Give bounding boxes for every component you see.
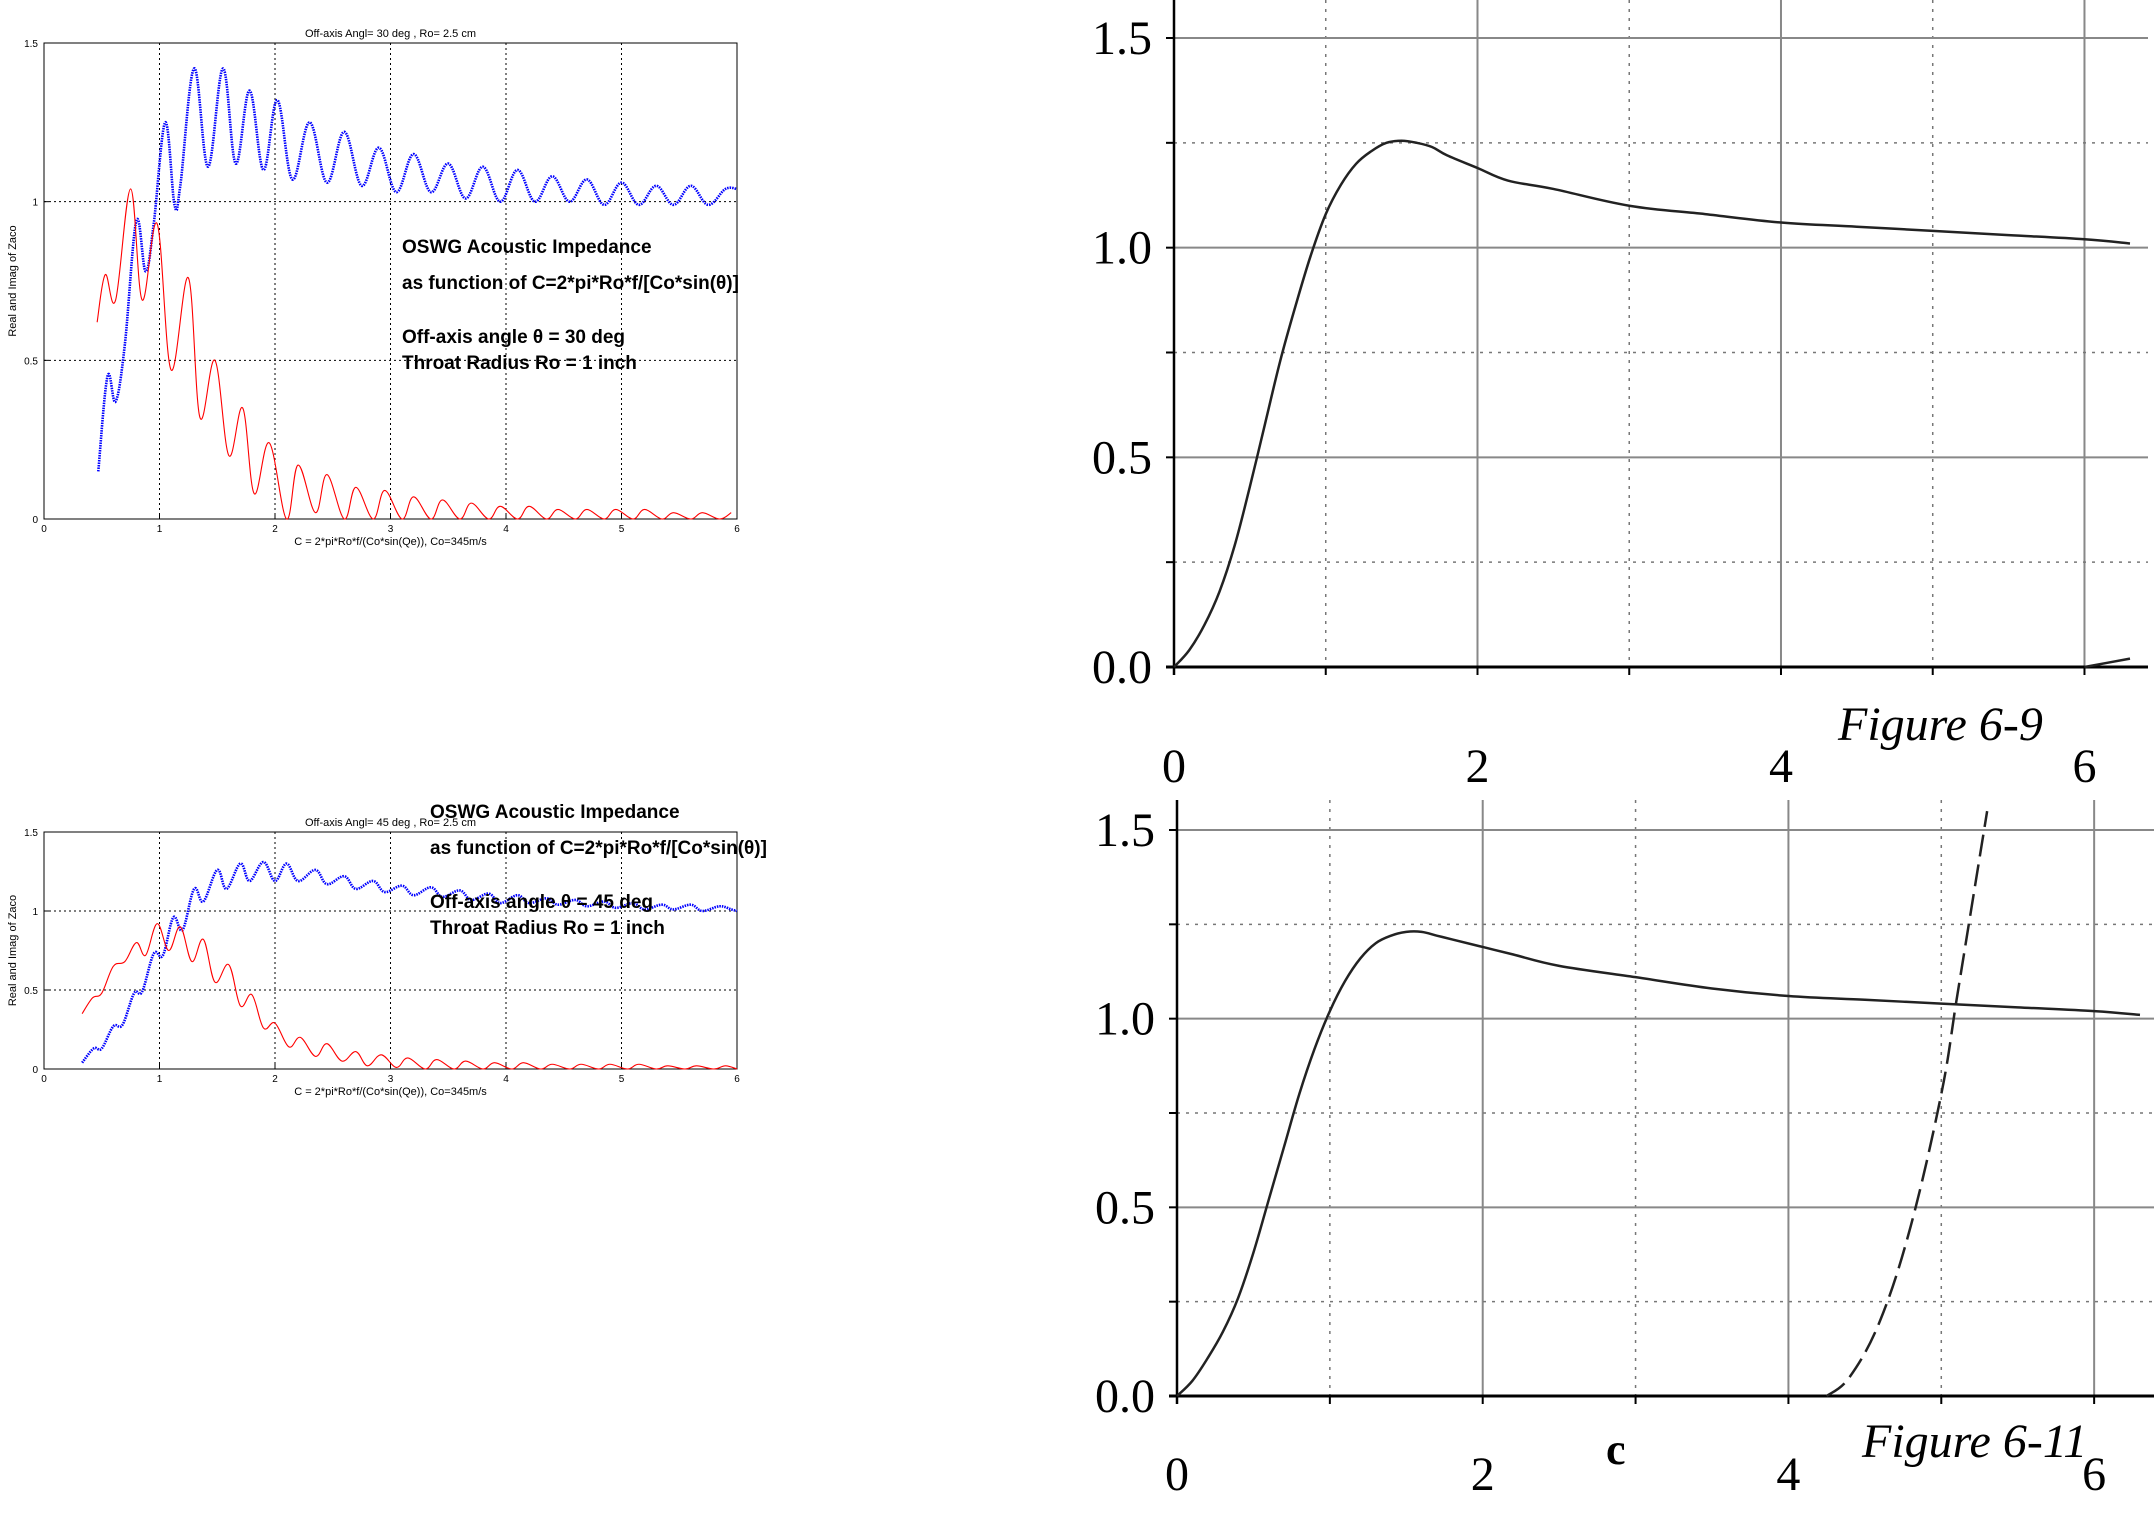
annotation-line-3: Off-axis angle θ = 45 deg: [430, 892, 653, 913]
ticks: 0 1 2 3 4 5 6 0 0.5 1 1.5: [24, 39, 740, 535]
y-tick-label: 0.0: [1092, 641, 1152, 694]
x-tick-label: 1: [157, 1074, 163, 1085]
x-axis-label: c: [1606, 1425, 1626, 1474]
x-tick-label: 5: [619, 524, 625, 535]
series-line-0: [96, 67, 738, 472]
annotation-line-3: Off-axis angle θ = 30 deg: [402, 327, 625, 348]
chart-title: Off-axis Angl= 45 deg , Ro= 2.5 cm: [305, 817, 476, 829]
x-tick-label: 6: [734, 524, 740, 535]
y-tick-label: 0.5: [24, 986, 38, 997]
x-tick-label: 3: [388, 1074, 394, 1085]
annotation-line-2: as function of C=2*pi*Ro*f/[Co*sin(θ)]: [402, 273, 739, 294]
series-line-1: [2084, 657, 2131, 669]
x-tick-label: 6: [734, 1074, 740, 1085]
y-tick-label: 1.5: [1092, 12, 1152, 65]
x-tick-label: 0: [1165, 1448, 1189, 1501]
x-tick-label: 1: [157, 524, 163, 535]
y-tick-label: 1.5: [24, 39, 38, 50]
figure-caption: Figure 6-9: [1837, 698, 2043, 751]
series-layer: [1173, 139, 2131, 669]
chart-figure-6-9: 0.0 0.5 1.0 1.5 0 2 4 6 Figure 6-9: [1040, 0, 2154, 800]
y-tick-label: 1.5: [24, 828, 38, 839]
y-axis-label: Real and Imag of Zaco: [7, 895, 19, 1006]
ticks: 0.0 0.5 1.0 1.5 0 2 4 6: [1092, 0, 2148, 793]
chart-figure-6-11: 0.0 0.5 1.0 1.5 0 2 4 6 c Figure 6-11: [1040, 800, 2154, 1520]
y-tick-label: 1.0: [1095, 993, 1155, 1046]
series-line-1: [81, 923, 738, 1070]
series-layer: [1176, 810, 2141, 1398]
x-axis-label: C = 2*pi*Ro*f/(Co*sin(Qe)), Co=345m/s: [294, 536, 487, 548]
x-axis-label: C = 2*pi*Ro*f/(Co*sin(Qe)), Co=345m/s: [294, 1086, 487, 1098]
y-tick-label: 0.5: [1095, 1181, 1155, 1234]
chart-title: Off-axis Angl= 30 deg , Ro= 2.5 cm: [305, 28, 476, 40]
series-line-0: [81, 860, 738, 1064]
y-tick-label: 0.5: [1092, 431, 1152, 484]
x-tick-label: 3: [388, 524, 394, 535]
y-tick-label: 0.5: [24, 356, 38, 367]
x-tick-label: 2: [1471, 1448, 1495, 1501]
x-tick-label: 2: [272, 1074, 278, 1085]
series-layer: [96, 67, 738, 520]
annotation: OSWG Acoustic Impedance as function of C…: [430, 802, 767, 939]
x-tick-label: 5: [619, 1074, 625, 1085]
chart-svg: 0 1 2 3 4 5 6 0 0.5 1 1.5 Off-axis Angl= 45 deg , …: [7, 802, 767, 1098]
x-tick-label: 4: [1776, 1448, 1800, 1501]
y-tick-label: 0.0: [1095, 1370, 1155, 1423]
grid: [1174, 0, 2148, 667]
chart-svg: 0 1 2 3 4 5 6 0 0.5 1 1.5 Off-axis Angl= 30 deg , …: [7, 28, 740, 548]
y-axis-label: Real and Imag of Zaco: [7, 225, 19, 336]
grid: [1177, 800, 2154, 1396]
x-tick-label: 2: [272, 524, 278, 535]
chart-offaxis-45: 0 1 2 3 4 5 6 0 0.5 1 1.5 Off-axis Angl= 45 deg , …: [0, 760, 1040, 1520]
grid: [44, 43, 737, 519]
series-line-1: [96, 188, 732, 520]
annotation-line-1: OSWG Acoustic Impedance: [402, 237, 652, 258]
series-line-1: [1825, 810, 1989, 1398]
y-tick-label: 0: [32, 1065, 38, 1076]
y-tick-label: 1: [32, 198, 38, 209]
x-tick-label: 0: [1162, 740, 1186, 793]
ticks: 0.0 0.5 1.0 1.5 0 2 4 6: [1095, 800, 2154, 1501]
chart-offaxis-30: 0 1 2 3 4 5 6 0 0.5 1 1.5 Off-axis Angl= 30 deg , …: [0, 0, 1040, 760]
annotation: OSWG Acoustic Impedance as function of C…: [402, 237, 739, 374]
x-tick-label: 6: [2082, 1448, 2106, 1501]
series-layer: [81, 860, 738, 1070]
y-tick-label: 1.0: [1092, 222, 1152, 275]
annotation-line-4: Throat Radius Ro = 1 inch: [430, 918, 665, 939]
x-tick-label: 4: [1769, 740, 1793, 793]
y-tick-label: 0: [32, 515, 38, 526]
chart-svg: 0.0 0.5 1.0 1.5 0 2 4 6 c Figure 6-11: [1095, 800, 2154, 1501]
x-tick-label: 0: [41, 1074, 47, 1085]
annotation-line-1: OSWG Acoustic Impedance: [430, 802, 680, 823]
y-tick-label: 1.5: [1095, 804, 1155, 857]
grid: [44, 832, 737, 1069]
x-tick-label: 4: [503, 1074, 509, 1085]
y-tick-label: 1: [32, 907, 38, 918]
x-tick-label: 2: [1465, 740, 1489, 793]
annotation-line-4: Throat Radius Ro = 1 inch: [402, 353, 637, 374]
x-tick-label: 4: [503, 524, 509, 535]
chart-svg: 0.0 0.5 1.0 1.5 0 2 4 6 Figure 6-9: [1092, 0, 2148, 793]
x-tick-label: 0: [41, 524, 47, 535]
x-tick-label: 6: [2072, 740, 2096, 793]
ticks: 0 1 2 3 4 5 6 0 0.5 1 1.5: [24, 828, 740, 1085]
series-line-0: [1173, 139, 2131, 668]
figure-caption: Figure 6-11: [1861, 1415, 2087, 1468]
series-line-0: [1176, 930, 2141, 1397]
annotation-line-2: as function of C=2*pi*Ro*f/[Co*sin(θ)]: [430, 838, 767, 859]
